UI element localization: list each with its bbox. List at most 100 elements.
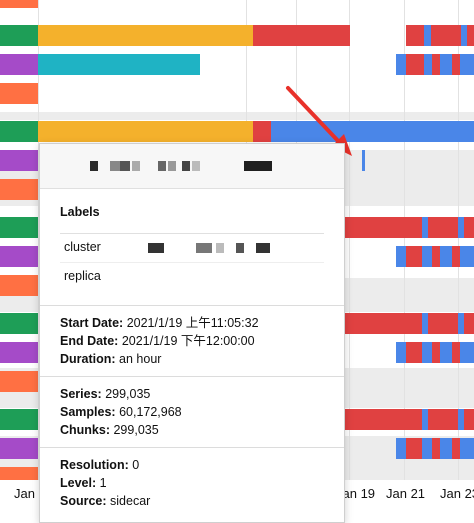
block-bar[interactable] — [253, 25, 350, 46]
block-bar[interactable] — [38, 25, 253, 46]
block-bar[interactable] — [458, 217, 464, 238]
row-color-marker — [0, 0, 38, 8]
redaction-block — [216, 243, 224, 253]
block-bar[interactable] — [424, 54, 432, 75]
chunks-key: Chunks: — [60, 423, 110, 437]
block-bar[interactable] — [440, 342, 452, 363]
source-value: sidecar — [110, 494, 151, 508]
block-bar[interactable] — [452, 342, 460, 363]
block-bar[interactable] — [396, 342, 406, 363]
grid-line — [404, 0, 405, 480]
label-name: cluster — [64, 240, 101, 254]
redaction-block — [244, 161, 272, 171]
group-background — [0, 112, 474, 120]
block-bar[interactable] — [343, 217, 350, 238]
block-bar[interactable] — [422, 342, 432, 363]
block-bar[interactable] — [271, 121, 474, 142]
block-bar[interactable] — [422, 313, 428, 334]
label-row: cluster — [60, 234, 324, 263]
tooltip-meta-section: Resolution: 0 Level: 1 Source: sidecar — [40, 448, 344, 518]
block-bar[interactable] — [452, 54, 460, 75]
row-color-marker — [0, 409, 38, 430]
samples-value: 60,172,968 — [119, 405, 182, 419]
grid-line — [38, 0, 39, 480]
block-bar[interactable] — [406, 342, 422, 363]
block-bar[interactable] — [458, 313, 464, 334]
row-color-marker — [0, 313, 38, 334]
block-bar[interactable] — [458, 409, 464, 430]
block-bar[interactable] — [422, 438, 432, 459]
axis-tick-label: Jan 21 — [386, 486, 426, 501]
end-date-key: End Date: — [60, 334, 119, 348]
block-bar[interactable] — [440, 246, 452, 267]
level-key: Level: — [60, 476, 97, 490]
block-bar[interactable] — [464, 217, 474, 238]
block-bar[interactable] — [422, 217, 428, 238]
block-bar[interactable] — [396, 54, 406, 75]
row-color-marker — [0, 25, 38, 46]
block-bar[interactable] — [467, 25, 474, 46]
block-bar[interactable] — [432, 54, 440, 75]
block-bar[interactable] — [424, 25, 431, 46]
row-color-marker — [0, 438, 38, 459]
block-bar[interactable] — [396, 438, 406, 459]
duration-value: an hour — [119, 352, 162, 366]
block-bar[interactable] — [460, 438, 474, 459]
block-bar[interactable] — [440, 438, 452, 459]
row-color-marker — [0, 217, 38, 238]
block-bar[interactable] — [362, 150, 365, 171]
block-bar[interactable] — [464, 409, 474, 430]
block-bar[interactable] — [461, 25, 467, 46]
axis-tick-label: Jan 23 — [440, 486, 474, 501]
block-bar[interactable] — [432, 438, 440, 459]
duration-key: Duration: — [60, 352, 116, 366]
block-bar[interactable] — [431, 25, 461, 46]
block-bar[interactable] — [350, 217, 406, 238]
block-bar[interactable] — [343, 409, 406, 430]
row-color-marker — [0, 342, 38, 363]
tooltip-header — [40, 144, 344, 189]
block-bar[interactable] — [422, 246, 432, 267]
redaction-block — [196, 243, 212, 253]
block-bar[interactable] — [440, 54, 452, 75]
source-key: Source: — [60, 494, 107, 508]
chunks-value: 299,035 — [113, 423, 159, 437]
block-bar[interactable] — [452, 246, 460, 267]
block-bar[interactable] — [428, 409, 458, 430]
resolution-key: Resolution: — [60, 458, 129, 472]
labels-heading: Labels — [60, 205, 100, 219]
block-bar[interactable] — [428, 217, 458, 238]
redaction-block — [120, 161, 130, 171]
block-bar[interactable] — [422, 409, 428, 430]
block-bar[interactable] — [432, 246, 440, 267]
block-bar[interactable] — [343, 313, 406, 334]
block-bar[interactable] — [460, 54, 474, 75]
block-bar[interactable] — [464, 313, 474, 334]
series-key: Series: — [60, 387, 102, 401]
block-bar[interactable] — [396, 246, 406, 267]
block-bar[interactable] — [460, 342, 474, 363]
block-bar[interactable] — [406, 246, 422, 267]
block-bar[interactable] — [406, 409, 422, 430]
block-bar[interactable] — [452, 438, 460, 459]
block-bar[interactable] — [38, 54, 200, 75]
series-value: 299,035 — [105, 387, 151, 401]
row-color-marker — [0, 54, 38, 75]
row-color-marker — [0, 467, 38, 480]
label-name: replica — [64, 269, 101, 283]
block-bar[interactable] — [406, 25, 424, 46]
redaction-block — [256, 243, 270, 253]
block-bar[interactable] — [406, 217, 422, 238]
redaction-block — [132, 161, 140, 171]
labels-table: cluster replica — [60, 233, 324, 291]
block-bar[interactable] — [460, 246, 474, 267]
block-bar[interactable] — [406, 313, 422, 334]
row-color-marker — [0, 246, 38, 267]
block-bar[interactable] — [432, 342, 440, 363]
block-bar[interactable] — [428, 313, 458, 334]
block-bar[interactable] — [253, 121, 271, 142]
block-bar[interactable] — [406, 54, 424, 75]
block-bar[interactable] — [38, 121, 253, 142]
start-date-key: Start Date: — [60, 316, 124, 330]
block-bar[interactable] — [406, 438, 422, 459]
